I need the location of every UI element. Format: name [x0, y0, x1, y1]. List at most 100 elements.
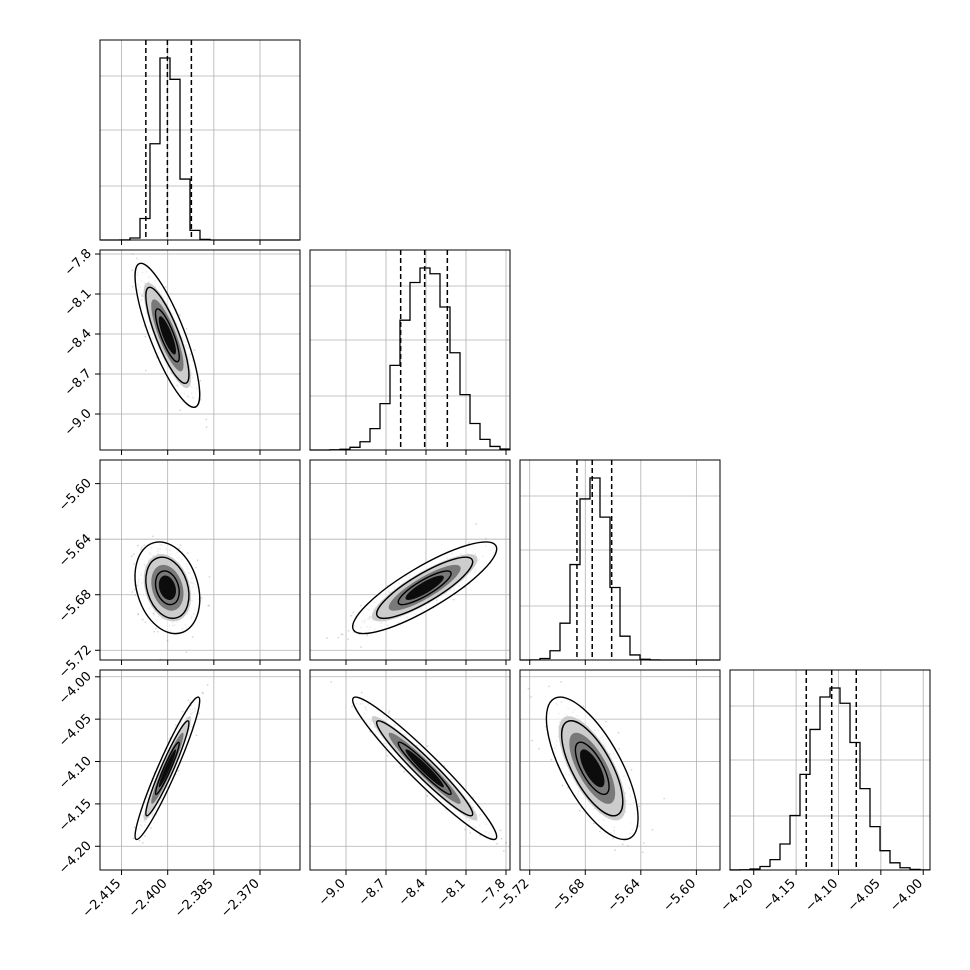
- sample-point: [527, 687, 530, 690]
- sample-point: [195, 566, 197, 569]
- sample-point: [141, 618, 144, 621]
- sample-point: [499, 829, 502, 832]
- contour-line: [154, 741, 180, 796]
- panel-3-2: [519, 669, 721, 875]
- sample-point: [137, 613, 140, 616]
- sample-point: [426, 745, 429, 748]
- sample-point: [133, 826, 136, 829]
- sample-point: [196, 559, 199, 562]
- sample-point: [352, 611, 355, 614]
- sample-point: [201, 691, 204, 694]
- sample-point: [132, 553, 135, 555]
- sample-point: [505, 841, 508, 844]
- density-fill: [405, 749, 444, 788]
- sample-point: [144, 835, 146, 838]
- sample-point: [350, 614, 353, 617]
- contour-line: [145, 720, 190, 817]
- contour-line: [154, 570, 180, 606]
- sample-point: [144, 335, 147, 338]
- sample-point: [651, 828, 654, 831]
- contour-line: [545, 696, 639, 841]
- sample-point: [386, 754, 389, 757]
- sample-point: [531, 739, 533, 742]
- sample-point: [479, 834, 482, 837]
- panel-frame: [99, 669, 301, 871]
- y-tick-label: −8.7: [62, 366, 95, 399]
- sample-point: [496, 842, 499, 845]
- contour-line: [574, 741, 610, 796]
- density-layer: [326, 523, 526, 648]
- sample-point: [193, 349, 196, 351]
- sample-point: [340, 633, 343, 636]
- contour-line: [134, 262, 201, 409]
- sample-point: [642, 842, 645, 844]
- y-tick-label: −5.64: [56, 531, 95, 570]
- sample-point: [131, 285, 134, 288]
- panel-0-0: [99, 39, 301, 245]
- sample-point: [538, 747, 540, 750]
- sample-point: [630, 768, 633, 771]
- sample-point: [513, 842, 515, 844]
- panel-1-0: [95, 223, 301, 455]
- contour-line: [351, 541, 498, 635]
- sample-point: [137, 544, 139, 547]
- x-tick-label: −4.05: [845, 876, 884, 915]
- sample-point: [578, 809, 581, 812]
- contour-line: [375, 720, 474, 817]
- sample-point: [199, 399, 202, 401]
- panel-frame: [519, 669, 721, 871]
- sample-point: [181, 710, 184, 713]
- contour-line: [397, 741, 452, 796]
- sample-point: [502, 850, 505, 852]
- contour-line: [397, 570, 452, 606]
- density-layer: [132, 683, 209, 844]
- sample-point: [341, 633, 344, 636]
- sample-point: [621, 843, 624, 846]
- sample-point: [530, 696, 532, 698]
- sample-point: [366, 634, 369, 637]
- density-layer: [130, 535, 211, 660]
- sample-point: [524, 528, 526, 530]
- sample-point: [206, 683, 209, 686]
- x-tick-label: −4.00: [887, 876, 926, 915]
- sample-point: [144, 621, 147, 624]
- sample-point: [153, 630, 156, 633]
- x-tick-label: −2.385: [172, 876, 217, 921]
- sample-point: [510, 844, 512, 846]
- sample-point: [137, 612, 140, 615]
- histogram-step: [519, 477, 720, 661]
- x-tick-label: −4.20: [718, 876, 757, 915]
- sample-point: [200, 597, 203, 599]
- sample-point: [464, 828, 467, 831]
- panel-2-2: [519, 459, 721, 665]
- sample-point: [387, 711, 390, 714]
- sample-point: [475, 523, 478, 525]
- sample-point: [131, 269, 134, 272]
- contour-line: [154, 308, 180, 363]
- sample-point: [548, 685, 551, 688]
- contour-line: [134, 696, 201, 841]
- x-tick-label: −2.400: [126, 876, 171, 921]
- density-fill: [158, 575, 176, 600]
- sample-point: [110, 223, 112, 225]
- sample-point: [202, 692, 205, 695]
- panel-3-1: [309, 669, 515, 875]
- contour-line: [134, 541, 201, 635]
- x-tick-label: −8.7: [356, 876, 389, 909]
- sample-point: [191, 636, 194, 639]
- y-tick-label: −4.15: [56, 796, 95, 835]
- sample-point: [469, 831, 472, 834]
- density-fill: [405, 575, 444, 601]
- sample-point: [347, 629, 350, 632]
- sample-point: [198, 712, 201, 715]
- sample-point: [359, 604, 362, 607]
- sample-point: [550, 758, 553, 761]
- x-tick-label: −4.10: [803, 876, 842, 915]
- sample-point: [151, 535, 154, 538]
- sample-point: [560, 680, 563, 683]
- sample-point: [185, 327, 188, 330]
- sample-point: [185, 651, 188, 654]
- density-layer: [527, 680, 666, 854]
- y-tick-label: −5.60: [56, 476, 95, 515]
- panel-frame: [309, 459, 511, 661]
